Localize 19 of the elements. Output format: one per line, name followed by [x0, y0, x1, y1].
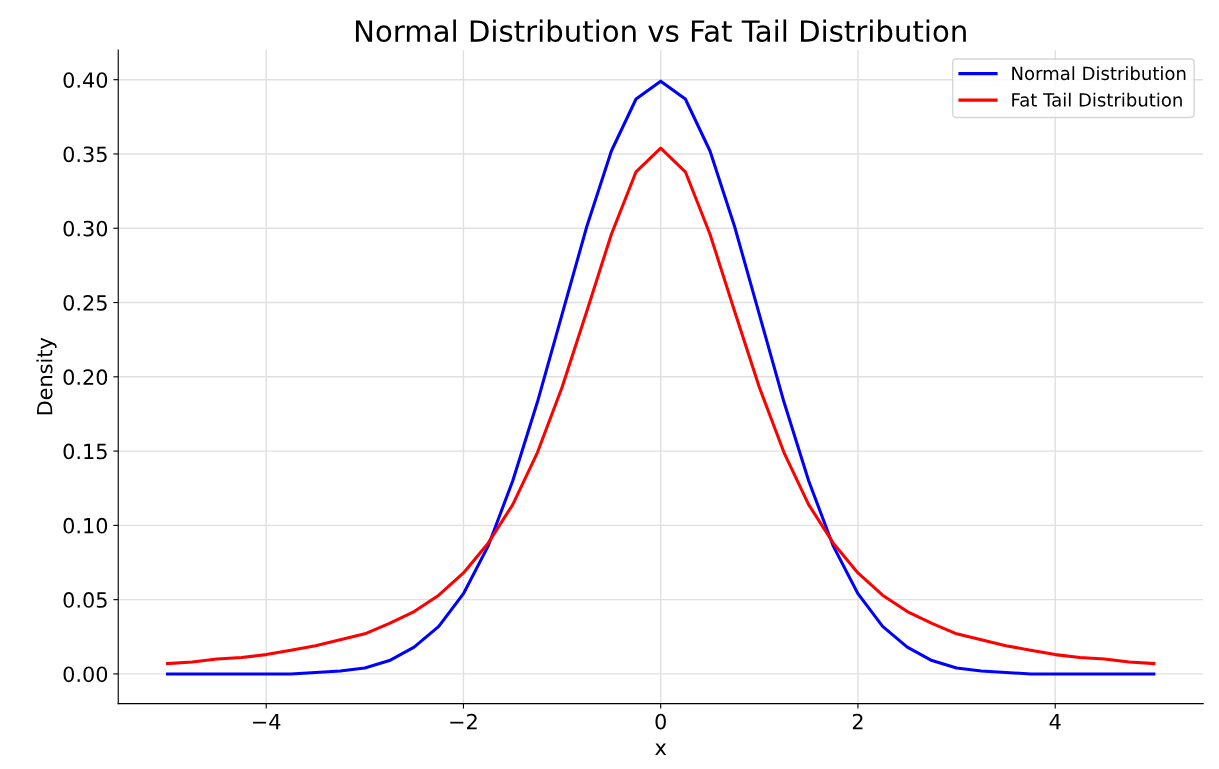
y-tick-label: 0.10: [63, 517, 108, 534]
y-tick-label: 0.35: [63, 146, 107, 163]
y-tick-label: 0.40: [63, 72, 108, 88]
x-axis-title: x: [655, 743, 667, 755]
y-tick-label: 0.05: [63, 592, 107, 608]
x-tick-label: −2: [450, 713, 477, 730]
y-axis-title: Density: [36, 337, 57, 415]
x-tick-label: 4: [1049, 714, 1061, 730]
x-tick-label: 2: [852, 713, 863, 730]
y-tick-label: 0.00: [63, 666, 108, 683]
x-tick-label: −4: [253, 714, 281, 730]
y-tick-label: 0.15: [63, 443, 107, 460]
y-tick-label: 0.30: [63, 220, 108, 237]
chart-title: Normal Distribution vs Fat Tail Distribution: [355, 19, 966, 43]
legend-label: Fat Tail Distribution: [1012, 92, 1182, 107]
legend-label: Normal Distribution: [1012, 66, 1186, 81]
x-tick-label: 0: [655, 713, 666, 730]
y-tick-label: 0.20: [63, 369, 108, 386]
y-tick-label: 0.25: [63, 294, 107, 311]
